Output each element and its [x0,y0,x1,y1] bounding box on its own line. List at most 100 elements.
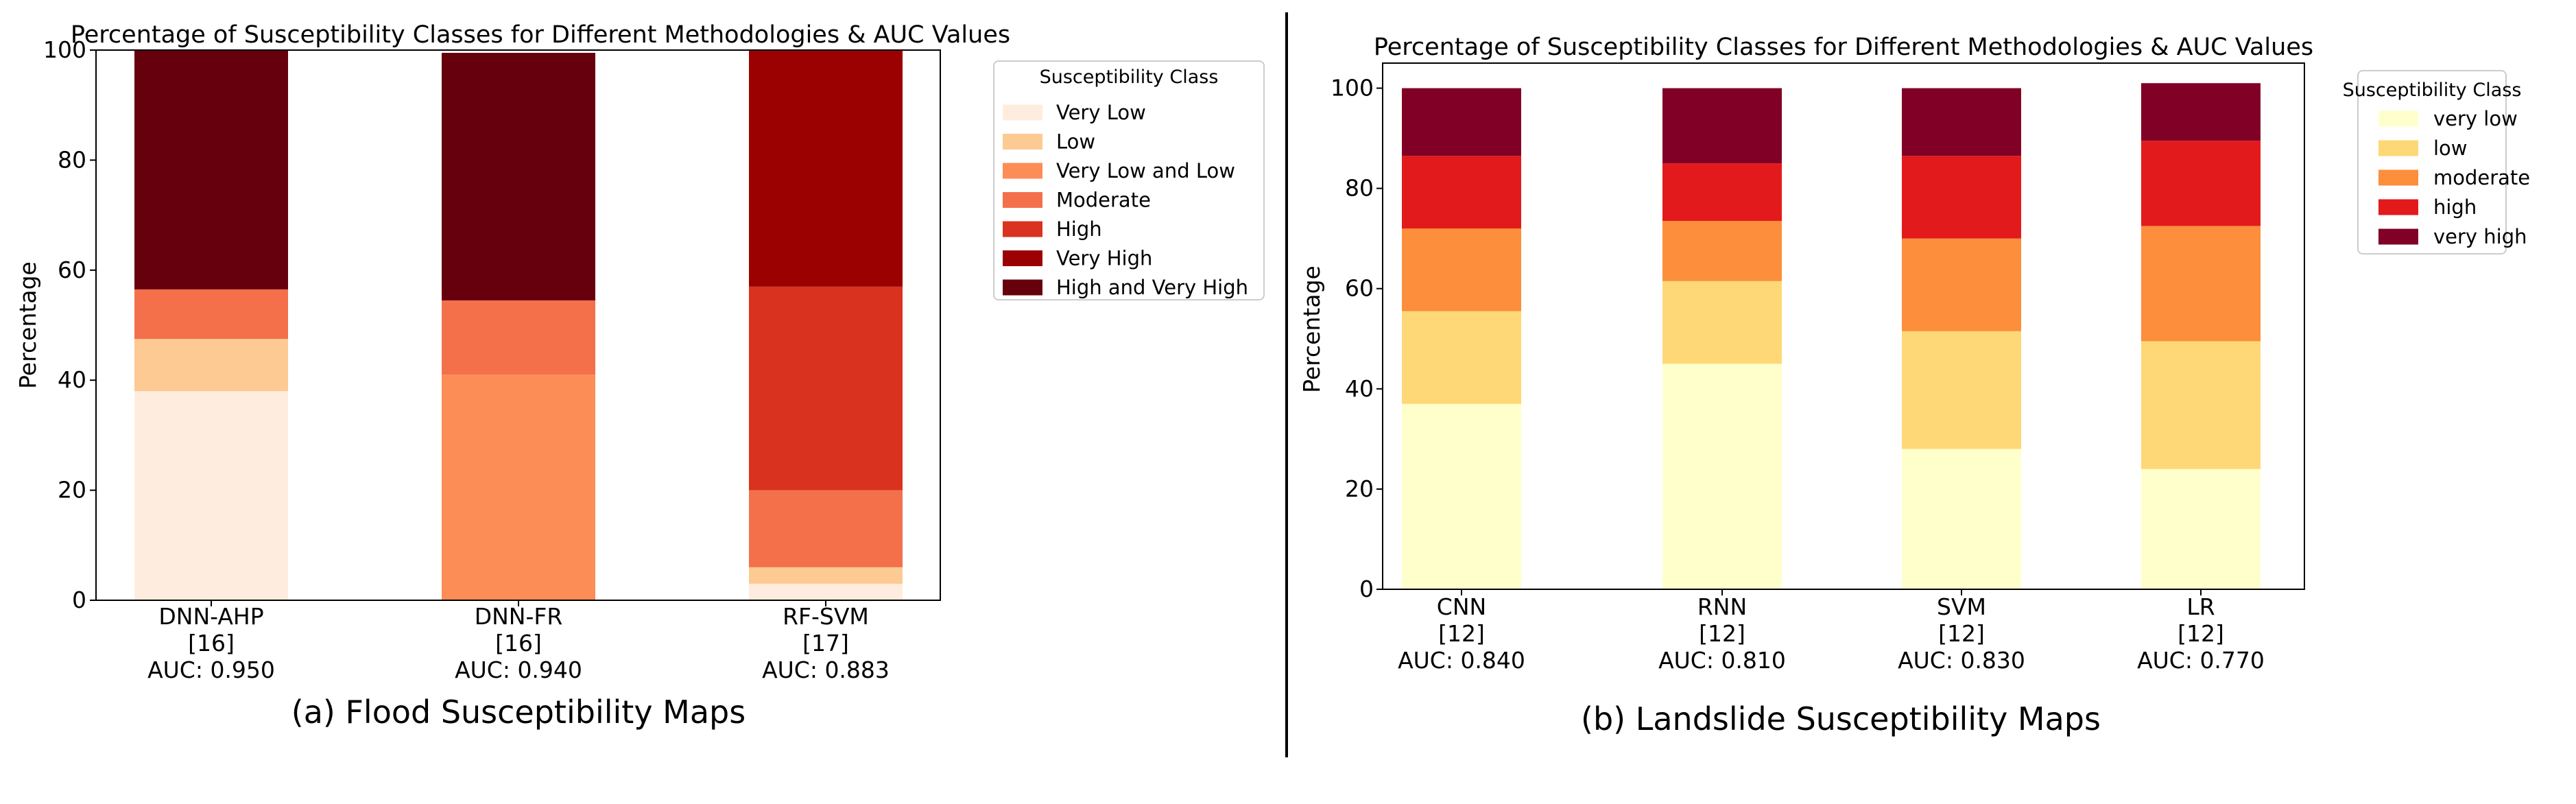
x-tick-label-method: LR [2186,593,2215,620]
y-tick-label: 20 [1345,475,1374,502]
legend-swatch-moderate [2378,169,2418,186]
legend-swatch-high [1003,221,1042,237]
flood-caption: (a) Flood Susceptibility Maps [291,694,746,731]
bar-cnn-high [1402,156,1521,229]
landslide-plot-frame [1382,62,2305,590]
y-tick-label: 60 [1345,275,1374,302]
bar-rnn-high [1662,163,1782,222]
y-tick-label: 40 [1345,375,1374,402]
legend-label-very-high: Very High [1056,247,1152,270]
legend-swatch-high-and-very-high [1003,279,1042,296]
x-tick-label-method: DNN-FR [475,603,563,630]
bar-rf-svm-very-high [749,50,903,287]
landslide-legend: Susceptibility Class very low low moderate h… [2343,70,2530,255]
bar-dnn-ahp-high-and-very-high [134,50,288,289]
legend-label-very-low-and-low: Very Low and Low [1056,159,1235,182]
bar-rnn-low [1662,281,1782,364]
flood-legend: Susceptibility Class Very Low Low Very Low … [993,60,1265,300]
bar-rf-svm-low [749,567,903,584]
x-tick-label-auc: AUC: 0.830 [1898,647,2025,674]
x-tick-label-ref: [17] [802,630,849,657]
x-tick-label-ref: [12] [1438,620,1485,647]
x-tick-label-auc: AUC: 0.770 [2137,647,2265,674]
x-tick-label-auc: AUC: 0.950 [147,657,275,683]
y-tick-label: 0 [1359,576,1374,602]
x-tick-label-ref: [12] [1938,620,1985,647]
bar-rf-svm-moderate [749,490,903,567]
landslide-caption: (b) Landslide Susceptibility Maps [1581,700,2101,737]
y-tick-label: 100 [43,36,86,63]
legend-label-high: High [1056,217,1102,241]
legend-label-high-and-very-high: High and Very High [1056,276,1248,299]
x-tick-label-method: DNN-AHP [158,603,263,630]
y-tick-label: 0 [72,587,86,613]
bar-svm-moderate [1902,238,2021,331]
y-tick-label: 100 [1331,75,1374,102]
legend-label-moderate: moderate [2433,166,2530,189]
y-tick-label: 40 [58,366,86,393]
legend-label-low: Low [1056,130,1095,154]
legend-title: Susceptibility Class [2343,80,2522,101]
flood-y-axis-label: Percentage [14,261,41,389]
x-tick-label-method: RF-SVM [783,603,869,630]
legend-swatch-very-low-and-low [1003,163,1042,179]
x-tick-label-ref: [16] [495,630,542,657]
x-tick-label-auc: AUC: 0.940 [455,657,582,683]
x-tick-label-auc: AUC: 0.840 [1398,647,1525,674]
x-tick-label-method: CNN [1437,593,1486,620]
legend-label-very-high: very high [2433,225,2527,248]
legend-label-high: high [2433,196,2477,219]
bar-lr-high [2141,141,2261,226]
legend-box [993,60,1265,300]
x-tick-label-ref: [16] [188,630,235,657]
landslide-y-axis: 0 20 40 60 80 100 [1331,75,1383,602]
bar-svm-very-low [1902,449,2021,589]
legend-swatch-moderate [1003,192,1042,208]
bar-svm-high [1902,156,2021,239]
landslide-bars [1402,83,2261,589]
x-tick-label-auc: AUC: 0.810 [1658,647,1786,674]
legend-title: Susceptibility Class [1040,67,1219,88]
bar-lr-very-low [2141,469,2261,589]
x-tick-label-ref: [12] [1699,620,1745,647]
flood-chart-panel: Percentage of Susceptibility Classes for… [14,21,1265,731]
legend-swatch-low [2378,140,2418,156]
legend-swatch-very-high [2378,228,2418,245]
bar-cnn-very-low [1402,403,1521,589]
bar-dnn-fr-moderate [442,300,595,375]
x-tick-label-auc: AUC: 0.883 [762,657,890,683]
legend-swatch-very-low [2378,110,2418,127]
bar-rnn-very-low [1662,364,1782,589]
legend-swatch-very-low [1003,104,1042,121]
bar-rnn-very-high [1662,88,1782,164]
bar-rf-svm-high [749,286,903,490]
flood-bars [134,50,903,600]
bar-dnn-ahp-very-low [134,391,288,600]
bar-cnn-low [1402,311,1521,404]
x-tick-label-ref: [12] [2178,620,2224,647]
landslide-chart-title: Percentage of Susceptibility Classes for… [1374,34,2313,61]
legend-label-very-low: Very Low [1056,101,1146,124]
bar-dnn-fr-very-low-and-low [442,375,595,600]
y-tick-label: 80 [1345,175,1374,202]
landslide-y-axis-label: Percentage [1298,265,1325,393]
bar-lr-low [2141,341,2261,469]
bar-dnn-fr-high-and-very-high [442,53,595,300]
x-tick-label-method: SVM [1937,593,1986,620]
x-tick-label-method: RNN [1697,593,1747,620]
landslide-chart-panel: Percentage of Susceptibility Classes for… [1298,34,2530,737]
y-tick-label: 60 [58,257,86,283]
legend-label-low: low [2433,137,2468,160]
flood-y-axis: 0 20 40 60 80 100 [43,36,96,613]
y-tick-label: 80 [58,146,86,173]
bar-lr-very-high [2141,83,2261,141]
bar-lr-moderate [2141,226,2261,342]
bar-cnn-moderate [1402,228,1521,311]
legend-swatch-low [1003,134,1042,150]
legend-label-moderate: Moderate [1056,189,1151,212]
legend-swatch-very-high [1003,250,1042,266]
bar-dnn-ahp-moderate [134,289,288,340]
